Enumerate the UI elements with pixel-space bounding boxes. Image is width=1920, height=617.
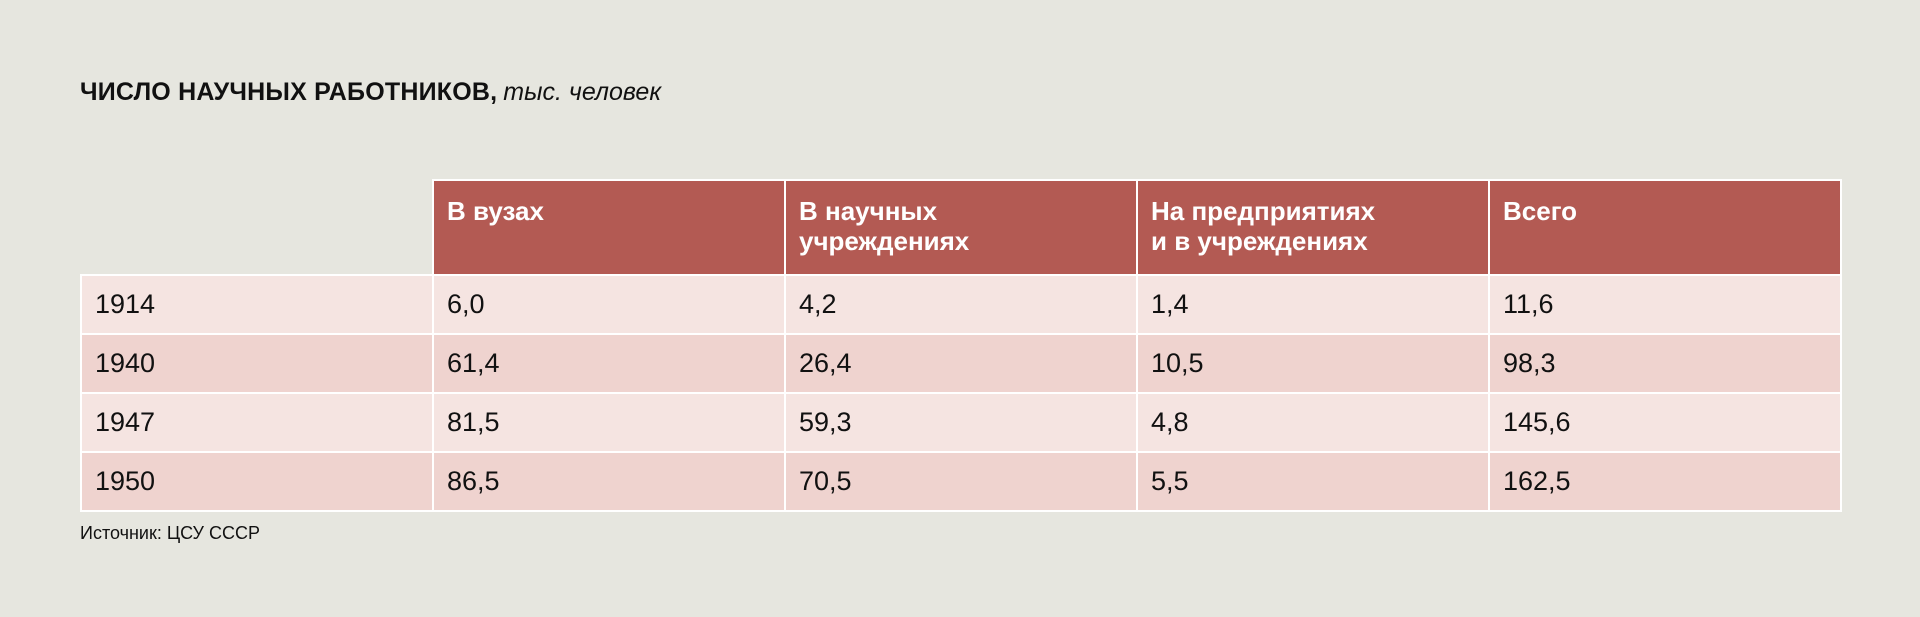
row-year-cell: 1950 [80, 451, 434, 512]
column-header-universities: В вузах [432, 179, 786, 276]
column-header-line: На предприятиях [1151, 196, 1376, 226]
table-cell: 4,2 [784, 274, 1138, 335]
table-row: 1940 61,4 26,4 10,5 98,3 [80, 333, 1842, 394]
table-cell: 11,6 [1488, 274, 1842, 335]
data-table: В вузах В научных учреждениях На предпри… [80, 179, 1842, 512]
column-header-line: учреждениях [799, 226, 970, 256]
row-year-cell: 1914 [80, 274, 434, 335]
source-note: Источник: ЦСУ СССР [80, 523, 260, 543]
chart-title-main: ЧИСЛО НАУЧНЫХ РАБОТНИКОВ, [80, 78, 498, 106]
table-row: 1950 86,5 70,5 5,5 162,5 [80, 451, 1842, 512]
column-header-line: и в учреждениях [1151, 226, 1368, 256]
table-cell: 1,4 [1136, 274, 1490, 335]
table-cell: 5,5 [1136, 451, 1490, 512]
column-header-research-institutions: В научных учреждениях [784, 179, 1138, 276]
column-header-total: Всего [1488, 179, 1842, 276]
table-cell: 81,5 [432, 392, 786, 453]
chart-title-unit: тыс. человек [503, 78, 662, 106]
table-cell: 10,5 [1136, 333, 1490, 394]
table-row: 1947 81,5 59,3 4,8 145,6 [80, 392, 1842, 453]
chart-title: ЧИСЛО НАУЧНЫХ РАБОТНИКОВ, тыс. человек [80, 76, 661, 108]
column-header-line: В научных [799, 196, 938, 226]
table-cell: 162,5 [1488, 451, 1842, 512]
row-year-cell: 1947 [80, 392, 434, 453]
table-corner-cell [81, 180, 434, 275]
table-row: 1914 6,0 4,2 1,4 11,6 [80, 274, 1842, 335]
table-cell: 86,5 [432, 451, 786, 512]
column-header-line: Всего [1503, 196, 1578, 226]
column-header-enterprises: На предприятиях и в учреждениях [1136, 179, 1490, 276]
table-cell: 70,5 [784, 451, 1138, 512]
table-header-row: В вузах В научных учреждениях На предпри… [81, 179, 1842, 276]
column-header-line: В вузах [447, 196, 544, 226]
table-cell: 98,3 [1488, 333, 1842, 394]
table-cell: 26,4 [784, 333, 1138, 394]
table-cell: 59,3 [784, 392, 1138, 453]
row-year-cell: 1940 [80, 333, 434, 394]
table-cell: 145,6 [1488, 392, 1842, 453]
table-cell: 6,0 [432, 274, 786, 335]
table-cell: 61,4 [432, 333, 786, 394]
table-cell: 4,8 [1136, 392, 1490, 453]
